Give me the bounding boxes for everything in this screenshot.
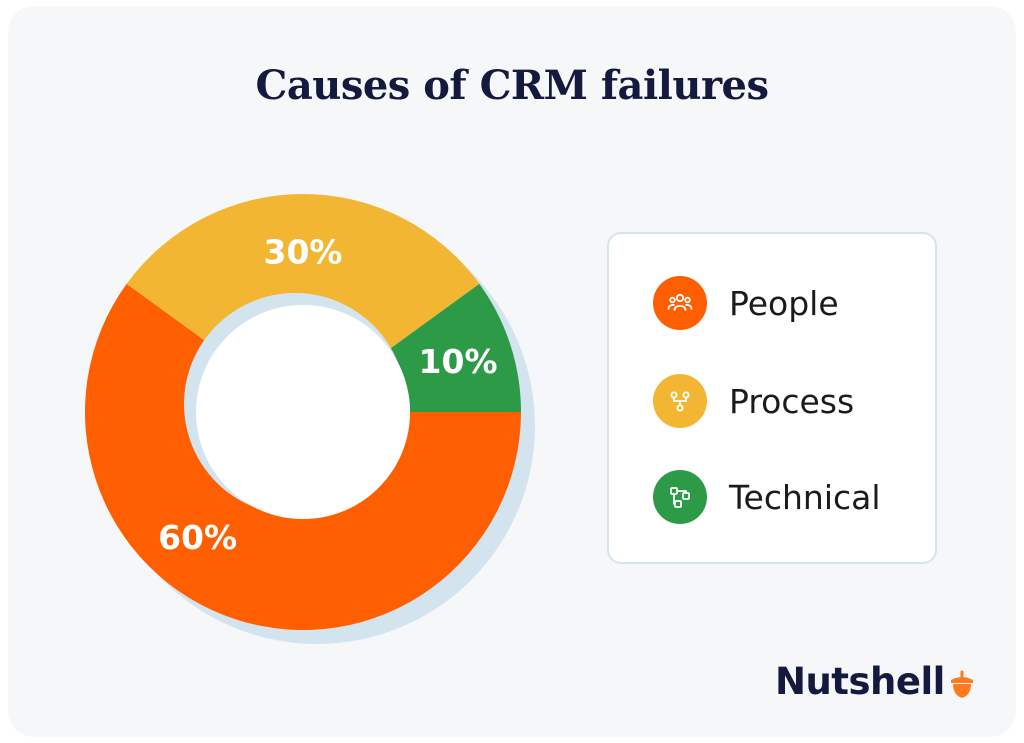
- slice-technical: [389, 283, 521, 412]
- legend-item-technical: Technical: [653, 470, 881, 524]
- donut-hole: [196, 305, 410, 519]
- donut-chart: 60% 30% 10%: [84, 194, 535, 644]
- legend-item-process: Process: [653, 374, 854, 428]
- slice-label-process: 30%: [264, 233, 343, 272]
- nutshell-logo: Nutshell: [775, 660, 975, 703]
- technical-icon: [653, 470, 707, 524]
- legend-label-technical: Technical: [729, 477, 881, 517]
- slice-labels: 60% 30% 10%: [158, 233, 497, 558]
- brand-name: Nutshell: [775, 660, 945, 703]
- chart-title: Causes of CRM failures: [255, 62, 769, 109]
- slice-label-people: 60%: [158, 518, 237, 557]
- legend-item-people: People: [653, 276, 839, 330]
- slice-process: [126, 194, 480, 350]
- slice-label-technical: 10%: [419, 342, 498, 381]
- legend-label-people: People: [729, 283, 839, 323]
- process-icon: [653, 374, 707, 428]
- legend: People Process Technical: [607, 232, 937, 564]
- legend-label-process: Process: [729, 381, 855, 421]
- people-icon: [653, 276, 707, 330]
- acorn-icon: [950, 670, 973, 698]
